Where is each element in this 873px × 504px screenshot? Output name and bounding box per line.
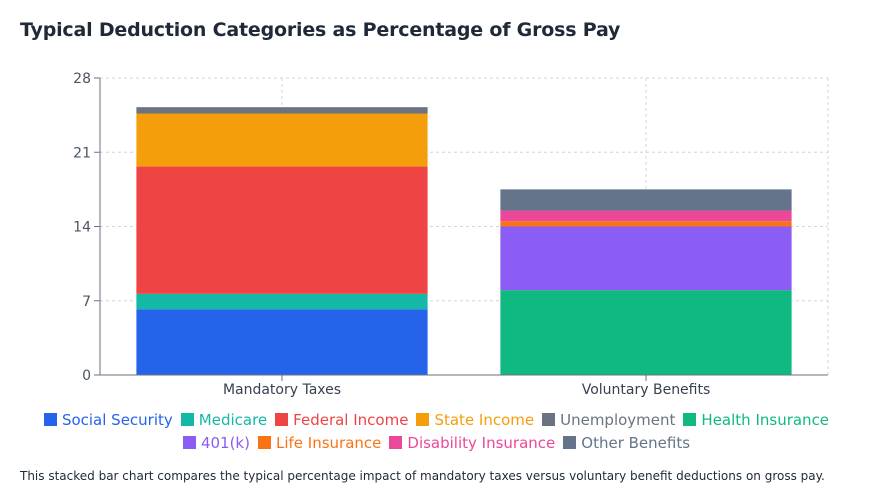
legend-label: Federal Income (293, 410, 409, 429)
y-tick-label: 21 (73, 145, 91, 161)
chart-caption: This stacked bar chart compares the typi… (20, 469, 825, 483)
legend-item[interactable]: Medicare (180, 410, 268, 429)
legend-item[interactable]: Disability Insurance (389, 434, 555, 452)
chart-title: Typical Deduction Categories as Percenta… (20, 19, 621, 41)
legend-swatch (257, 436, 271, 449)
legend-swatch (180, 413, 194, 426)
legend-swatch (542, 413, 556, 426)
legend-label: Health Insurance (701, 410, 830, 429)
bar-segment-social-security (136, 309, 428, 375)
bar-segment-federal-income (136, 166, 428, 294)
legend-swatch (563, 436, 577, 449)
legend-item[interactable]: Unemployment (542, 411, 675, 429)
y-tick-label: 14 (73, 220, 91, 236)
legend-item[interactable]: Health Insurance (683, 411, 829, 429)
bar-segment-life-insurance (500, 221, 792, 227)
legend-row: Social Security Medicare Federal Income Sta… (0, 408, 873, 431)
legend-item[interactable]: State Income (416, 411, 534, 429)
legend-item[interactable]: Federal Income (275, 411, 408, 429)
legend-row: 401(k) Life Insurance Disability Insurance… (0, 431, 873, 454)
legend-swatch (389, 436, 403, 449)
bar-segment-medicare (136, 293, 428, 310)
axis-layer: 0 7 14 21 28 Mandatory Taxes Voluntary Benefit… (73, 71, 828, 398)
legend-swatch (683, 413, 697, 426)
legend: Social Security Medicare Federal Income Sta… (0, 408, 873, 454)
legend-swatch (182, 436, 196, 449)
bar-segment-unemployment (136, 107, 428, 114)
legend-item[interactable]: 401(k) (182, 433, 250, 452)
x-category-label: Voluntary Benefits (582, 382, 711, 398)
legend-label: State Income (434, 410, 535, 429)
legend-swatch (416, 413, 430, 426)
y-tick-label: 7 (82, 294, 91, 310)
legend-label: Other Benefits (581, 433, 691, 452)
legend-item[interactable]: Social Security (43, 410, 173, 429)
bar-segment-state-income (136, 113, 428, 167)
legend-item[interactable]: Life Insurance (257, 433, 382, 452)
legend-item[interactable]: Other Benefits (563, 434, 690, 452)
legend-label: Unemployment (560, 410, 676, 429)
legend-label: Life Insurance (275, 433, 382, 452)
legend-label: Social Security (61, 410, 173, 429)
legend-label: Medicare (198, 410, 268, 429)
legend-label: 401(k) (200, 433, 250, 452)
x-category-label: Mandatory Taxes (223, 382, 341, 398)
bar-segment-health-insurance (500, 290, 792, 375)
chart-plot: 0 7 14 21 28 Mandatory Taxes Voluntary Benefit… (73, 71, 829, 398)
bar-segment-401-k (500, 226, 792, 291)
bar-layer (136, 107, 792, 375)
y-tick-label: 0 (82, 368, 91, 384)
y-tick-label: 28 (73, 71, 91, 87)
legend-swatch (275, 413, 289, 426)
bar-segment-disability-insurance (500, 210, 792, 222)
bar-segment-other-benefits (500, 189, 792, 211)
legend-label: Disability Insurance (407, 433, 556, 452)
legend-swatch (43, 413, 57, 426)
